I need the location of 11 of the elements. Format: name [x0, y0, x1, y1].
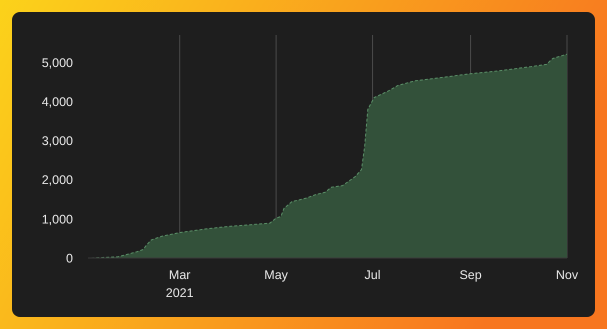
y-tick-label: 0	[66, 251, 74, 266]
x-tick-label: Jul	[364, 268, 381, 282]
x-tick-label: May	[264, 268, 289, 282]
y-tick-label: 3,000	[42, 134, 74, 148]
y-tick-label: 4,000	[42, 94, 74, 109]
x-tick-label: Mar 2021	[166, 268, 194, 300]
x-tick-label: Sep	[459, 268, 482, 282]
y-tick-label: 1,000	[42, 212, 74, 226]
x-tick-label: Nov	[556, 268, 579, 282]
y-tick-label: 5,000	[42, 56, 74, 70]
y-tick-label: 2,000	[42, 173, 74, 188]
